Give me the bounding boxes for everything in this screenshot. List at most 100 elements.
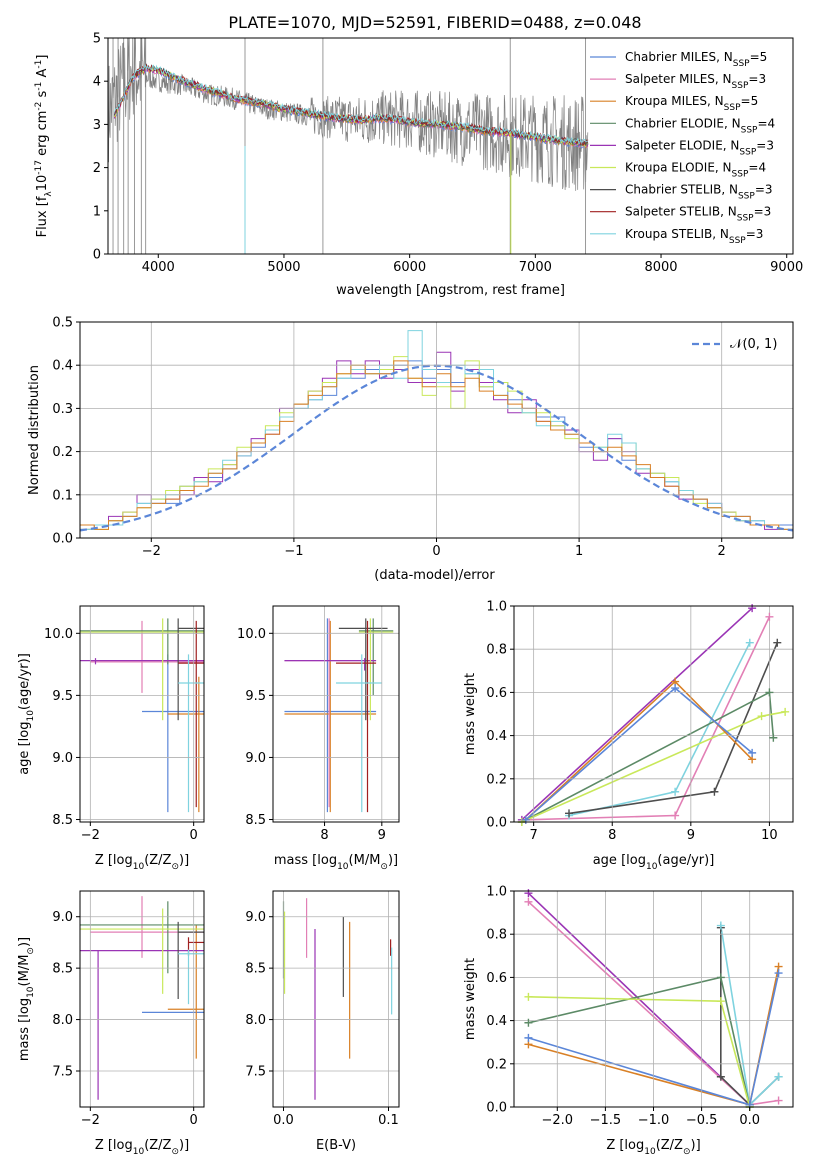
weight-marker [671,684,680,693]
y-tick-label: 9.0 [245,910,266,925]
x-axis-label: Z [log10(Z/Z⊙)] [606,1138,700,1157]
weight-line [528,996,751,1107]
weight-marker [524,897,533,906]
x-tick-label: 8 [320,828,328,843]
weight-line [525,616,771,821]
y-tick-label: 8.5 [52,962,73,977]
y-tick-label: 0.0 [486,1101,507,1116]
x-tick-label: −0.5 [686,1113,718,1128]
y-tick-label: 8.5 [52,813,73,828]
y-tick-label: 1.0 [486,600,507,615]
chart-mass_vs_ebv: 0.0 0.1 7.5 8.0 8.5 9.0 E(B-V) [245,890,400,1153]
x-tick-label: 0.0 [739,1113,760,1128]
x-axis-label: wavelength [Angstrom, rest frame] [336,283,565,298]
weight-marker [765,612,774,621]
chart-mass_vs_z: −2 0 7.5 8.0 8.5 9.0 Z [log10(Z/Z⊙)] mass [log1… [17,890,205,1157]
y-axis-label: age [log10(age/yr)] [17,653,36,775]
chart-spectrum: 4000 5000 6000 7000 8000 9000 0 1 2 3 4 5 wavelength… [34,32,803,299]
spectrum-model-line [113,64,589,145]
weight-marker [716,921,725,930]
weight-marker [671,811,680,820]
x-tick-label: −1.5 [590,1113,622,1128]
legend-entry: 𝒩(0, 1) [730,337,777,352]
x-axis-label: Z [log10(Z/Z⊙)] [95,853,189,872]
x-tick-label: −2 [142,544,161,559]
y-tick-label: 0.3 [52,402,73,417]
y-tick-label: 0.1 [52,488,73,503]
legend-entry: Salpeter ELODIE, NSSP=3 [625,138,774,157]
x-axis-label: Z [log10(Z/Z⊙)] [95,1138,189,1157]
weight-marker [781,707,790,716]
weight-marker [773,638,782,647]
y-tick-label: 3 [93,118,101,133]
weight-marker [716,1072,725,1081]
figure-title: PLATE=1070, MJD=52591, FIBERID=0488, z=0… [228,13,641,32]
weight-marker [774,1072,783,1081]
y-tick-label: 0.0 [52,532,73,547]
y-tick-label: 9.5 [245,689,266,704]
weight-marker [769,733,778,742]
x-axis-label: (data-model)/error [374,568,495,583]
y-tick-label: 2 [93,161,101,176]
legend-entry: Chabrier ELODIE, NSSP=4 [625,116,775,135]
x-tick-label: 0.0 [273,1113,294,1128]
weight-marker [524,992,533,1001]
y-tick-label: 9.0 [245,751,266,766]
x-tick-label: −2.0 [542,1113,574,1128]
y-tick-label: 0.5 [52,316,73,331]
axes-frame [107,37,794,255]
plot-area [80,896,204,1100]
plot-area [282,898,393,1100]
y-tick-label: 8.0 [245,1013,266,1028]
y-tick-label: 0.0 [486,816,507,831]
x-tick-label: 8 [608,828,616,843]
legend-entry: Chabrier MILES, NSSP=5 [625,50,767,69]
x-tick-label: 5000 [267,260,300,275]
y-tick-label: 0.8 [486,928,507,943]
weight-marker [524,889,533,898]
x-tick-label: −1 [284,544,303,559]
axes-frame [79,890,205,1108]
x-axis-label: E(B-V) [316,1138,356,1153]
weight-marker [757,712,766,721]
axes-frame [79,605,205,823]
chart-age_vs_mass: 8 9 8.5 9.0 9.5 10.0 mass [log10(M/M⊙)] [237,605,400,872]
y-tick-label: 0.4 [486,1014,507,1029]
x-tick-label: 9000 [770,260,803,275]
weight-line [521,711,786,822]
y-tick-label: 9.5 [52,689,73,704]
y-tick-label: 0.6 [486,686,507,701]
y-tick-label: 9.0 [52,751,73,766]
axes-frame [272,605,400,823]
y-tick-label: 1 [93,204,101,219]
weight-marker [524,1033,533,1042]
x-tick-label: −2 [81,828,100,843]
y-axis-label: mass weight [463,673,478,755]
plot-area [284,618,394,813]
x-tick-label: 0 [190,828,198,843]
plot-area [108,38,589,254]
x-tick-label: 7000 [519,260,552,275]
weight-marker [565,809,574,818]
legend-entry: Salpeter STELIB, NSSP=3 [625,205,771,224]
y-axis-label: Normed distribution [27,365,42,495]
x-axis-label: mass [log10(M/M⊙)] [274,853,398,872]
axes-frame [272,890,400,1108]
y-tick-label: 0.2 [486,1057,507,1072]
chart-age_vs_z: −2 0 8.5 9.0 9.5 10.0 Z [log10(Z/Z⊙)] age [log1… [17,605,205,872]
weight-marker [748,748,757,757]
spectrum-data-line [108,38,589,191]
spectrum-model-line [113,63,589,146]
weight-marker [716,997,725,1006]
x-tick-label: 7 [530,828,538,843]
x-tick-label: 0 [190,1113,198,1128]
legend-entry: Salpeter MILES, NSSP=3 [625,72,766,91]
y-tick-label: 8.5 [245,962,266,977]
x-tick-label: 8000 [644,260,677,275]
x-tick-label: 6000 [393,260,426,275]
y-tick-label: 10.0 [237,627,266,642]
y-axis-label: mass [log10(M/M⊙)] [17,937,36,1061]
weight-marker [774,969,783,978]
chart-residuals: −2 −1 0 1 2 0.0 0.1 0.2 0.3 0.4 0.5 (data-model)/er… [27,316,794,583]
y-axis-label: mass weight [463,958,478,1040]
